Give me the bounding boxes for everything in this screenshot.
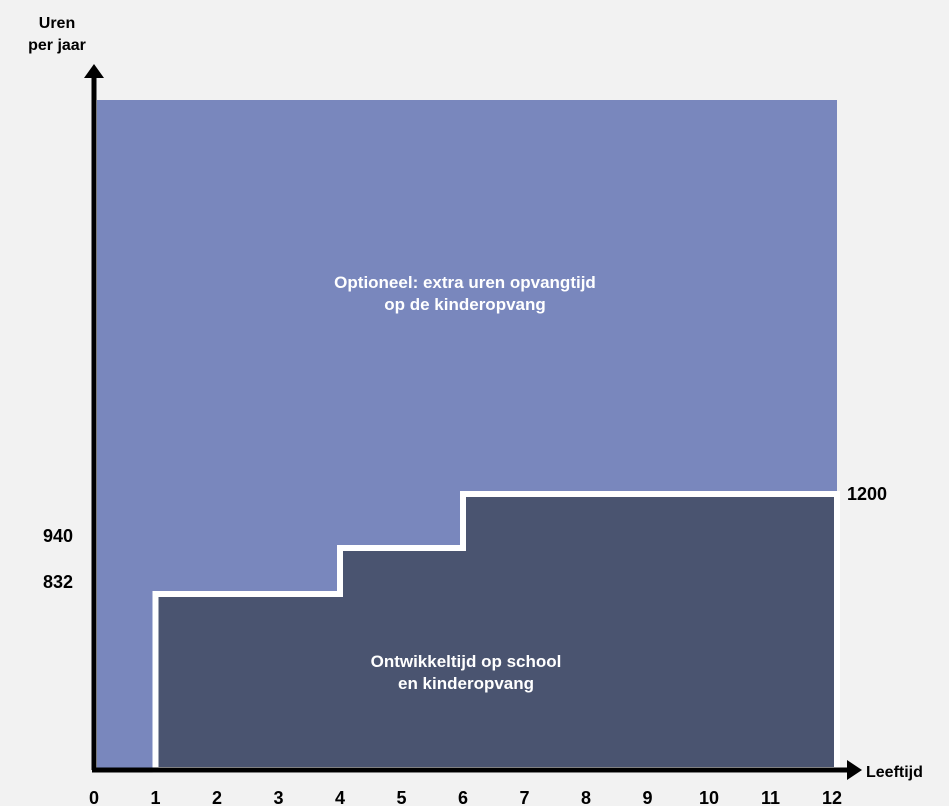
x-tick-label: 5 bbox=[396, 788, 406, 806]
x-tick-label: 11 bbox=[761, 788, 780, 806]
x-tick-label: 2 bbox=[212, 788, 222, 806]
y-axis-title-line1: Uren bbox=[39, 15, 75, 32]
optional-area-label-line2: op de kinderopvang bbox=[384, 295, 546, 314]
x-tick-label: 6 bbox=[458, 788, 468, 806]
development-area-label-line2: en kinderopvang bbox=[398, 674, 534, 693]
x-tick-label: 12 bbox=[822, 788, 842, 806]
y-axis-title-line2: per jaar bbox=[28, 37, 86, 54]
x-tick-label: 8 bbox=[581, 788, 591, 806]
x-tick-label: 3 bbox=[273, 788, 283, 806]
x-tick-label: 7 bbox=[519, 788, 529, 806]
x-tick-label: 1 bbox=[150, 788, 160, 806]
x-axis-arrow bbox=[847, 760, 862, 780]
x-tick-label: 0 bbox=[89, 788, 99, 806]
x-tick-labels: 0 1 2 3 4 5 6 7 8 9 10 11 12 bbox=[89, 788, 842, 806]
development-area-label-line1: Ontwikkeltijd op school bbox=[371, 652, 562, 671]
x-tick-label: 9 bbox=[642, 788, 652, 806]
value-label: 940 bbox=[43, 526, 73, 546]
value-labels: 832 940 1200 bbox=[43, 484, 887, 592]
x-tick-label: 4 bbox=[335, 788, 345, 806]
optional-area-label-line1: Optioneel: extra uren opvangtijd bbox=[334, 273, 596, 292]
value-label: 832 bbox=[43, 572, 73, 592]
x-axis-title: Leeftijd bbox=[866, 764, 923, 781]
development-area bbox=[152, 491, 840, 773]
y-axis-arrow bbox=[84, 64, 104, 78]
value-label: 1200 bbox=[847, 484, 887, 504]
x-tick-label: 10 bbox=[699, 788, 719, 806]
